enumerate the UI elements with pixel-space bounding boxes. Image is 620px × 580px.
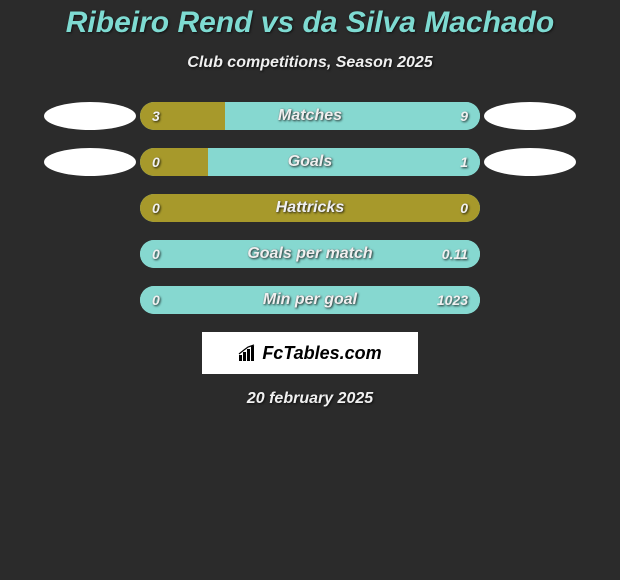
stat-label: Matches: [140, 102, 480, 130]
left-side: [40, 148, 140, 176]
stat-bar: 01Goals: [140, 148, 480, 176]
date-label: 20 february 2025: [0, 390, 620, 408]
stat-bar: 00Hattricks: [140, 194, 480, 222]
player-badge-right: [484, 102, 576, 130]
page-title: Ribeiro Rend vs da Silva Machado: [0, 0, 620, 40]
stat-row: 39Matches: [0, 102, 620, 130]
right-side: [480, 148, 580, 176]
stat-rows: 39Matches 01Goals 00Hattricks 00.11Goals pe…: [0, 102, 620, 314]
branding-badge[interactable]: FcTables.com: [202, 332, 418, 374]
stat-label: Hattricks: [140, 194, 480, 222]
stat-label: Goals: [140, 148, 480, 176]
chart-icon: [238, 344, 258, 362]
left-side: [40, 102, 140, 130]
stat-row: 00.11Goals per match: [0, 240, 620, 268]
stat-bar: 39Matches: [140, 102, 480, 130]
stat-label: Min per goal: [140, 286, 480, 314]
stat-bar: 00.11Goals per match: [140, 240, 480, 268]
player-badge-left: [44, 148, 136, 176]
stat-label: Goals per match: [140, 240, 480, 268]
stat-row: 00Hattricks: [0, 194, 620, 222]
branding-text: FcTables.com: [262, 343, 381, 364]
player-badge-right: [484, 148, 576, 176]
right-side: [480, 102, 580, 130]
stat-row: 01Goals: [0, 148, 620, 176]
stat-bar: 01023Min per goal: [140, 286, 480, 314]
stat-row: 01023Min per goal: [0, 286, 620, 314]
subtitle: Club competitions, Season 2025: [0, 54, 620, 72]
player-badge-left: [44, 102, 136, 130]
